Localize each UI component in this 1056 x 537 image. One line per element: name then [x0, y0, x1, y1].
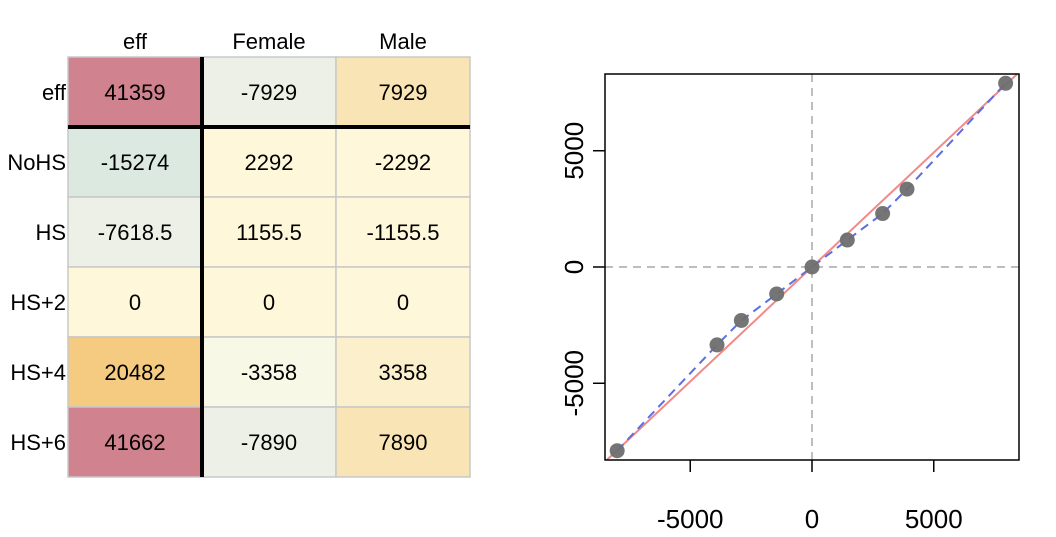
effects-table: eff Female Male eff 41359 -7929 7929 NoHS -15274…	[7, 29, 471, 478]
cell-value: 41662	[104, 430, 165, 455]
cell-value: -3358	[241, 360, 297, 385]
row-label: HS+6	[10, 430, 66, 455]
cell-value: 0	[263, 290, 275, 315]
y-tick-label: 0	[559, 260, 589, 274]
data-point	[875, 206, 891, 222]
cell-value: -15274	[101, 150, 170, 175]
table-cell	[335, 126, 471, 198]
row-label: HS+2	[10, 290, 66, 315]
table-cell	[335, 56, 471, 128]
x-tick-label: 0	[805, 504, 819, 534]
data-point	[899, 181, 915, 197]
row-label: eff	[42, 80, 67, 105]
table-cell	[201, 56, 337, 128]
data-point	[998, 75, 1014, 91]
cell-value: 1155.5	[236, 220, 302, 245]
table-cell	[335, 406, 471, 478]
table-cell	[67, 406, 203, 478]
cell-value: -2292	[375, 150, 431, 175]
cell-value: -7929	[241, 80, 297, 105]
cell-value: 2292	[245, 150, 294, 175]
cell-value: 7929	[379, 80, 428, 105]
data-point	[804, 259, 820, 275]
table-cell	[201, 336, 337, 408]
table-cell	[335, 266, 471, 338]
x-tick-label: 5000	[905, 504, 963, 534]
table-cell	[67, 266, 203, 338]
data-point	[733, 312, 749, 328]
data-point	[609, 443, 625, 459]
data-point	[769, 286, 785, 302]
column-header: eff	[123, 29, 148, 54]
y-tick-label: -5000	[559, 350, 589, 417]
cell-value: 3358	[379, 360, 428, 385]
cell-value: 20482	[104, 360, 165, 385]
x-tick-label: -5000	[657, 504, 724, 534]
data-point	[709, 337, 725, 353]
column-header: Male	[379, 29, 427, 54]
cell-value: 41359	[104, 80, 165, 105]
cell-value: 0	[129, 290, 141, 315]
table-cell	[67, 56, 203, 128]
cell-value: 7890	[379, 430, 428, 455]
cell-value: -1155.5	[367, 220, 440, 245]
cell-value: 0	[397, 290, 409, 315]
row-label: NoHS	[7, 150, 66, 175]
cell-value: -7618.5	[98, 220, 173, 245]
data-point	[839, 232, 855, 248]
cell-value: -7890	[241, 430, 297, 455]
scatter-plot: -5000 0 5000 -5000 0 5000	[559, 73, 1020, 534]
y-tick-label: 5000	[559, 122, 589, 180]
smooth-line	[616, 82, 1007, 452]
row-label: HS+4	[10, 360, 66, 385]
row-label: HS	[35, 220, 66, 245]
column-header: Female	[232, 29, 305, 54]
